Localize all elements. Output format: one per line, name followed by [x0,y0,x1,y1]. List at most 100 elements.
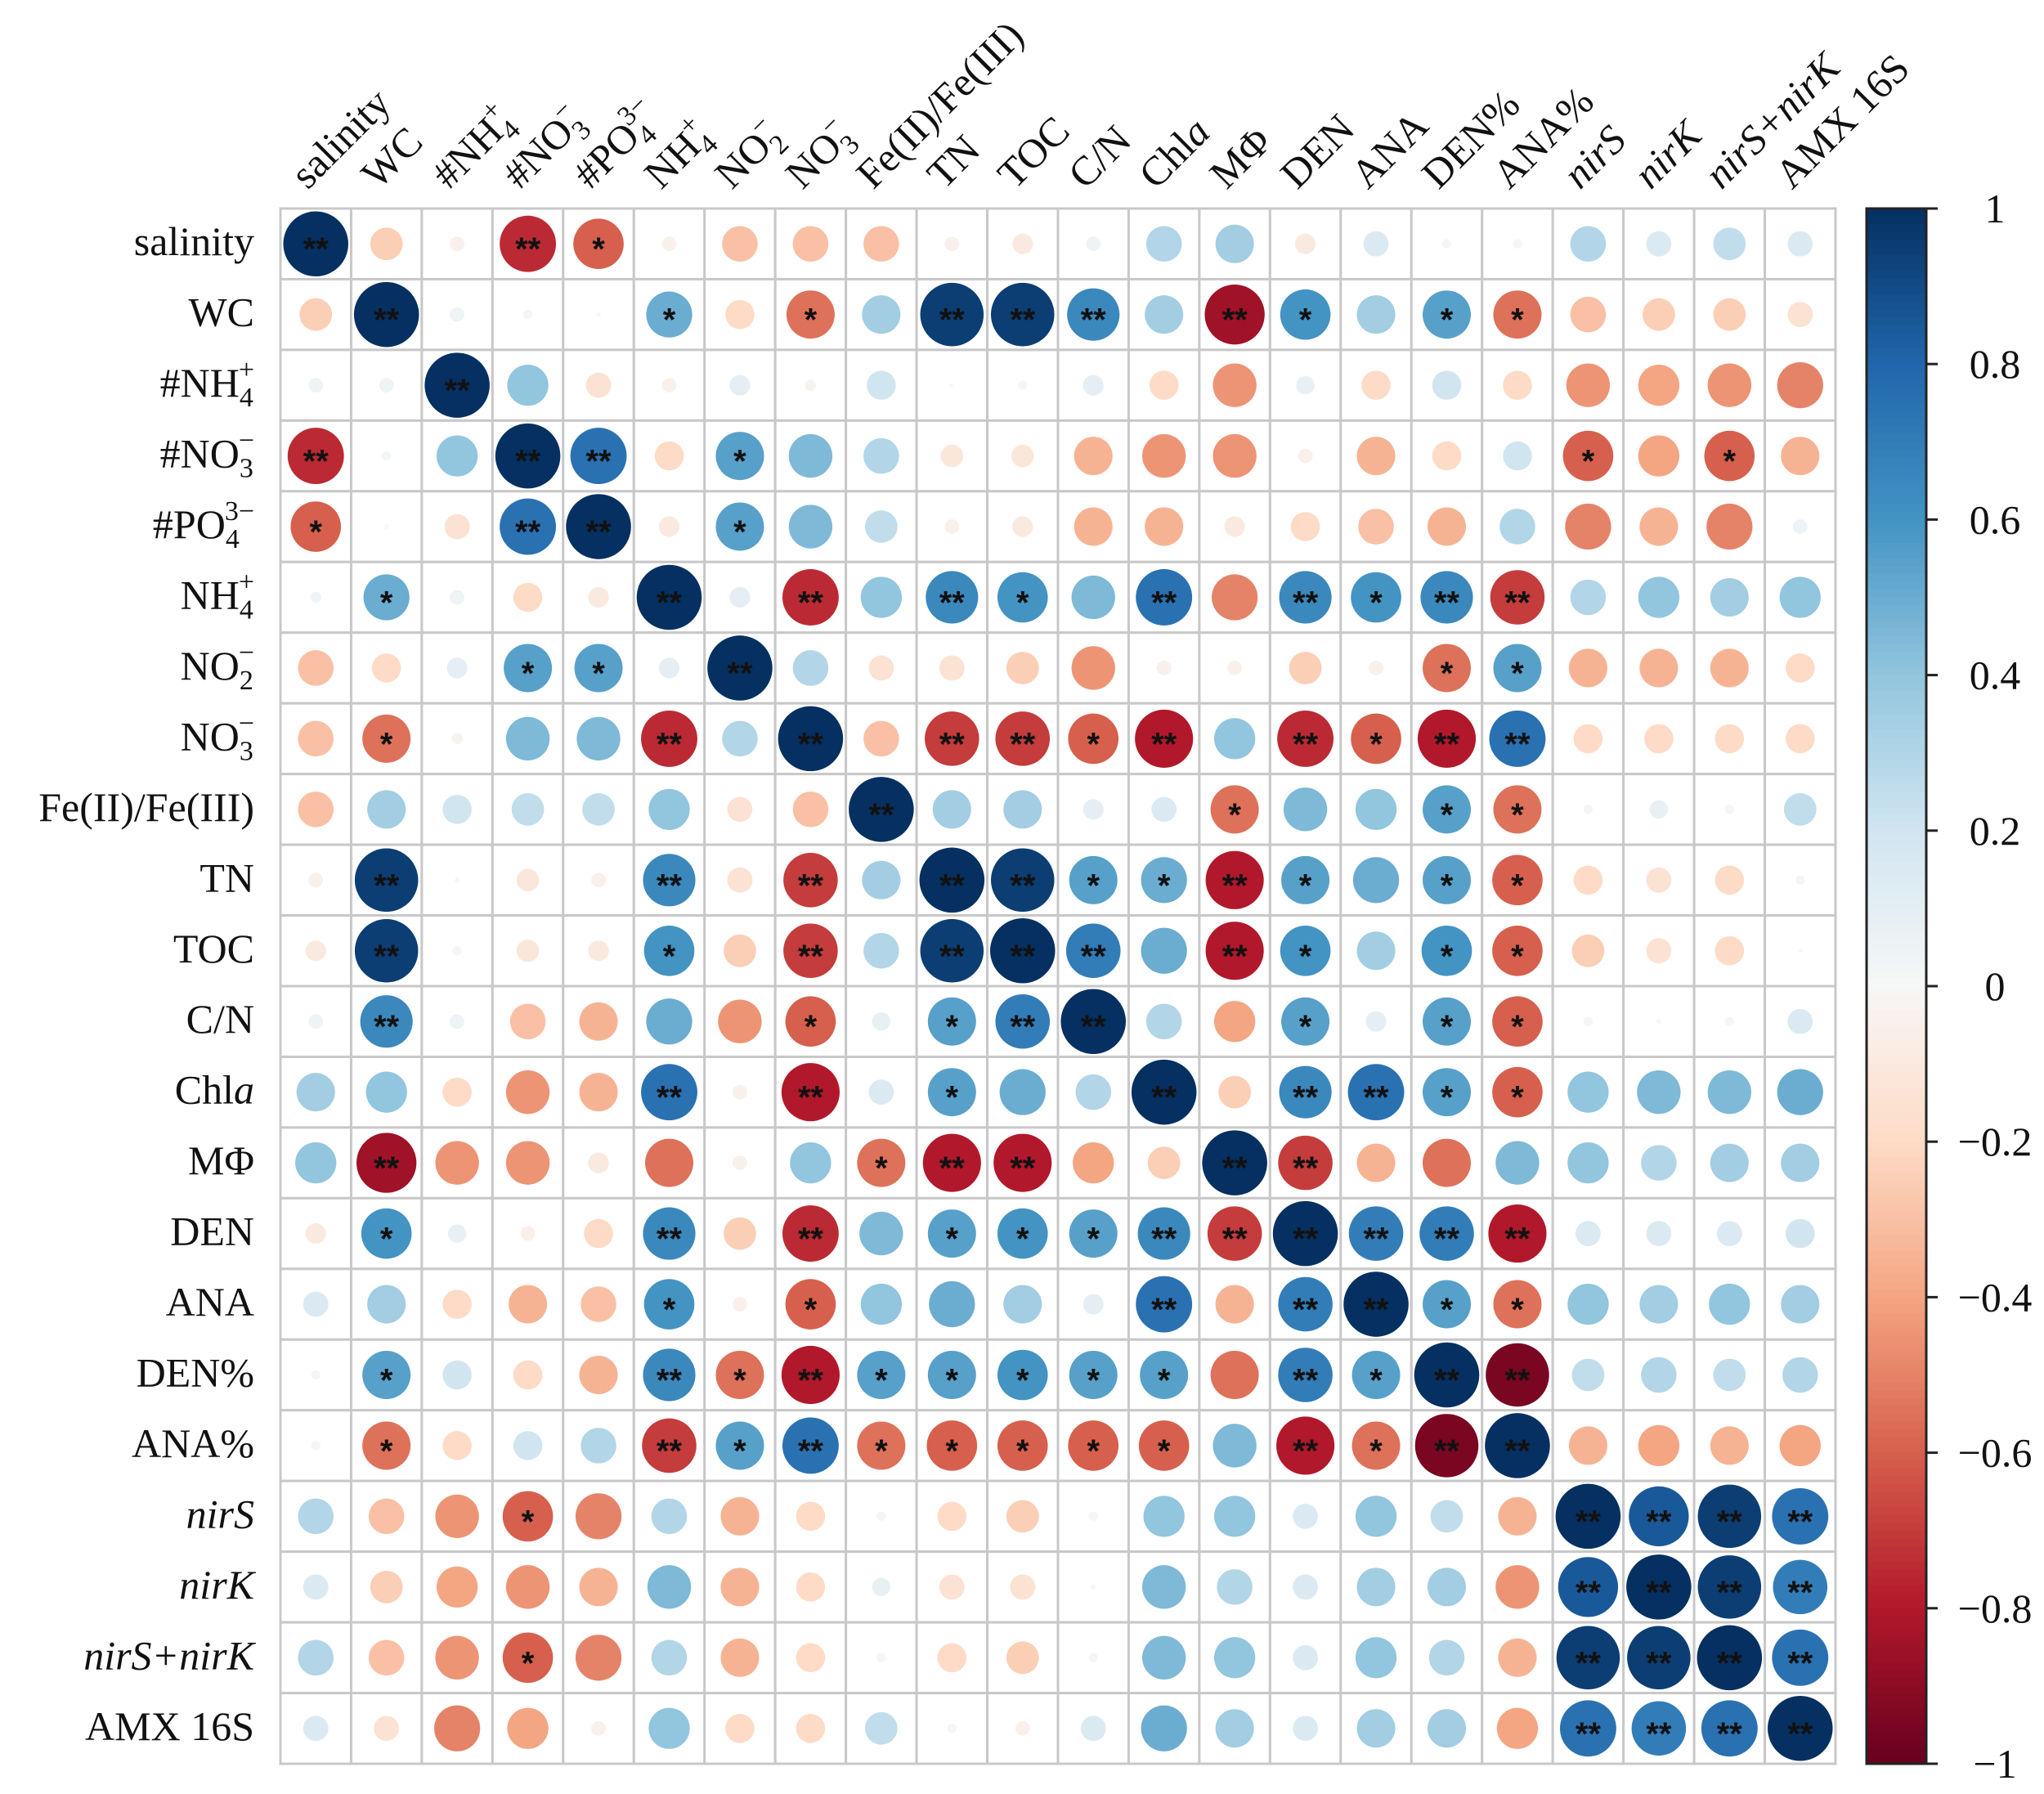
matrix-cell [1692,984,1767,1058]
correlation-circle [1205,922,1264,980]
significance-mark: * [380,726,393,762]
column-label: nirK [1625,110,1711,196]
matrix-cell: ** [1764,1621,1837,1695]
correlation-circle [502,1632,554,1684]
colorbar-segment [1867,752,1926,762]
correlation-circle [1074,507,1113,546]
colorbar-segment [1867,340,1926,350]
matrix-cell [703,1692,777,1765]
correlation-circle [1074,437,1113,476]
matrix-cell [632,419,706,493]
colorbar-segment [1867,612,1926,622]
significance-mark: * [380,585,393,621]
cell-border [1198,984,1271,1058]
colorbar-segment [1867,504,1926,513]
correlation-circle [1075,1074,1112,1110]
correlation-circle [591,872,606,888]
matrix-cell [1622,914,1696,988]
colorbar-segment [1867,1328,1926,1337]
significance-mark: * [1299,1009,1312,1045]
colorbar-segment [1867,1732,1926,1742]
row-label: NO3− [181,708,254,766]
significance-mark: * [1724,444,1737,480]
significance-mark: ** [798,1363,824,1399]
colorbar-segment [1867,1740,1926,1749]
matrix-cell [491,560,565,635]
correlation-circle [867,370,896,400]
correlation-circle [1432,441,1462,471]
correlation-circle [379,378,394,393]
matrix-cell: * [1056,1409,1130,1482]
matrix-cell: ** [1268,560,1342,635]
matrix-cell: * [1481,277,1554,352]
colorbar-segment [1867,1180,1926,1190]
cell-border [1764,631,1837,705]
colorbar-segment [1867,729,1926,738]
matrix-cell [1764,1267,1837,1341]
correlation-circle [1559,1700,1616,1757]
matrix-cell: ** [1127,1267,1201,1341]
colorbar-segment [1867,278,1926,288]
colorbar-segment [1867,519,1926,528]
colorbar-segment [1867,1724,1926,1733]
matrix-cell: * [1410,1267,1484,1341]
matrix-cell: ** [1692,1621,1767,1695]
correlation-circle [1131,1059,1197,1125]
colorbar-segment [1867,597,1926,607]
matrix-cell [1551,490,1625,563]
matrix-cell: * [915,1338,989,1412]
colorbar-segment [1867,550,1926,559]
matrix-cell [703,560,777,635]
colorbar-tick-label: −0.8 [1958,1585,2033,1631]
matrix-cell [632,984,706,1058]
row-label: nirS+nirK [83,1632,256,1678]
correlation-circle [1493,644,1542,693]
row-label: AMX 16S [85,1703,254,1749]
colorbar-segment [1867,255,1926,264]
correlation-circle [1644,724,1674,754]
correlation-circle [1641,1145,1677,1181]
matrix-cell [773,348,848,422]
matrix-cell [986,207,1060,280]
correlation-circle [1646,1221,1672,1246]
correlation-circle [1091,1584,1096,1590]
correlation-circle [643,1207,696,1260]
significance-mark: ** [1151,1222,1177,1258]
matrix-cell [1622,1126,1696,1200]
significance-mark: * [309,514,322,550]
matrix-cell: ** [632,1338,706,1412]
matrix-cell [1198,702,1271,776]
matrix-cell [845,843,918,917]
matrix-cell [279,1479,352,1554]
matrix-cell [845,348,918,422]
matrix-cell [1692,1338,1767,1412]
significance-mark: * [1087,868,1100,904]
colorbar-segment [1867,1491,1926,1500]
matrix-cell [1692,843,1767,917]
correlation-circle [1088,1653,1098,1662]
matrix-cell: * [773,984,848,1058]
matrix-cell [491,702,565,776]
colorbar-segment [1867,1002,1926,1011]
correlation-circle [715,1351,764,1399]
colorbar-segment [1867,224,1926,233]
correlation-circle [1210,1351,1259,1399]
matrix-cell [1622,348,1696,422]
matrix-cell: * [632,277,706,352]
matrix-cell [1692,490,1767,563]
colorbar-segment [1867,371,1926,381]
matrix-cell: ** [773,1409,848,1482]
significance-mark: * [1369,585,1383,621]
correlation-circle [864,1711,898,1745]
correlation-circle [785,1279,836,1330]
significance-mark: * [1158,1363,1171,1399]
colorbar-segment [1867,683,1926,692]
matrix-cell: ** [1481,702,1554,776]
colorbar-segment [1867,1118,1926,1128]
correlation-circle [724,1217,756,1250]
matrix-cell [1481,207,1554,280]
colorbar-segment [1867,1654,1926,1664]
correlation-circle [505,1565,550,1609]
colorbar-segment [1867,527,1926,536]
colorbar-segment [1867,1320,1926,1330]
